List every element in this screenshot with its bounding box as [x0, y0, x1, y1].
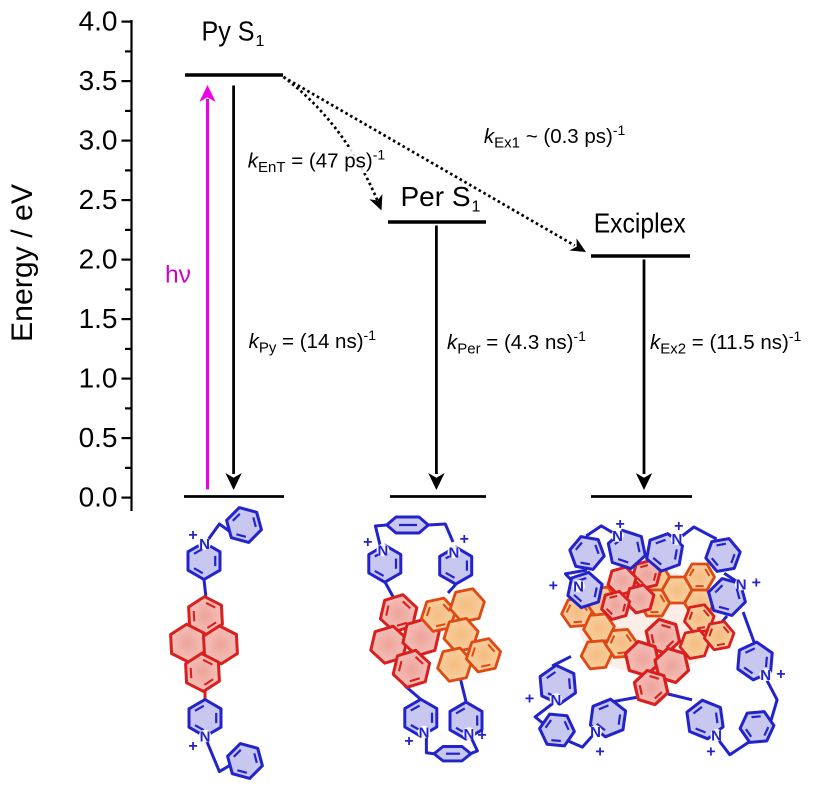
svg-text:1: 1	[472, 199, 481, 216]
svg-text:hν: hν	[165, 261, 191, 288]
svg-text:+: +	[460, 531, 469, 548]
svg-text:1.5: 1.5	[79, 303, 118, 334]
svg-text:N: N	[550, 692, 561, 709]
svg-text:N: N	[573, 578, 584, 595]
svg-text:N: N	[736, 577, 747, 594]
svg-text:2.0: 2.0	[79, 244, 118, 275]
svg-text:N: N	[671, 531, 682, 548]
svg-text:kEx2 = (11.5 ns)-1: kEx2 = (11.5 ns)-1	[650, 328, 802, 358]
svg-text:1: 1	[256, 33, 265, 50]
svg-text:+: +	[525, 691, 534, 708]
svg-text:Py S: Py S	[202, 15, 255, 46]
svg-text:+: +	[188, 527, 197, 544]
svg-text:kEx1 ~ (0.3 ps)-1: kEx1 ~ (0.3 ps)-1	[484, 122, 626, 152]
svg-text:N: N	[199, 536, 210, 553]
svg-text:+: +	[752, 575, 761, 592]
svg-text:N: N	[419, 725, 430, 742]
svg-text:N: N	[612, 528, 623, 545]
svg-text:+: +	[616, 516, 625, 533]
svg-text:kPer = (4.3 ns)-1: kPer = (4.3 ns)-1	[447, 328, 586, 358]
svg-text:N: N	[590, 724, 601, 741]
svg-text:+: +	[477, 727, 486, 744]
svg-text:kEnT = (47 ps)-1: kEnT = (47 ps)-1	[248, 147, 386, 177]
svg-text:+: +	[404, 733, 413, 750]
svg-text:0.5: 0.5	[79, 422, 118, 453]
svg-text:4.0: 4.0	[79, 6, 118, 37]
svg-text:+: +	[549, 577, 558, 594]
svg-text:kPy = (14 ns)-1: kPy = (14 ns)-1	[249, 327, 377, 357]
svg-text:N: N	[711, 728, 722, 745]
svg-text:+: +	[188, 738, 197, 755]
svg-text:+: +	[595, 744, 604, 761]
svg-text:0.0: 0.0	[79, 482, 118, 513]
svg-text:+: +	[674, 518, 683, 535]
svg-text:3.5: 3.5	[79, 65, 118, 96]
svg-text:1.0: 1.0	[79, 363, 118, 394]
svg-text:N: N	[377, 543, 388, 560]
svg-text:Per S: Per S	[401, 181, 471, 212]
svg-text:N: N	[448, 545, 459, 562]
svg-text:+: +	[363, 534, 372, 551]
svg-text:Exciplex: Exciplex	[594, 208, 686, 239]
svg-text:N: N	[463, 726, 474, 743]
svg-text:N: N	[200, 729, 211, 746]
svg-text:2.5: 2.5	[79, 184, 118, 215]
svg-text:Energy / eV: Energy / eV	[6, 184, 39, 342]
svg-text:N: N	[760, 667, 771, 684]
svg-text:+: +	[776, 666, 785, 683]
svg-text:+: +	[706, 744, 715, 761]
svg-text:3.0: 3.0	[79, 125, 118, 156]
